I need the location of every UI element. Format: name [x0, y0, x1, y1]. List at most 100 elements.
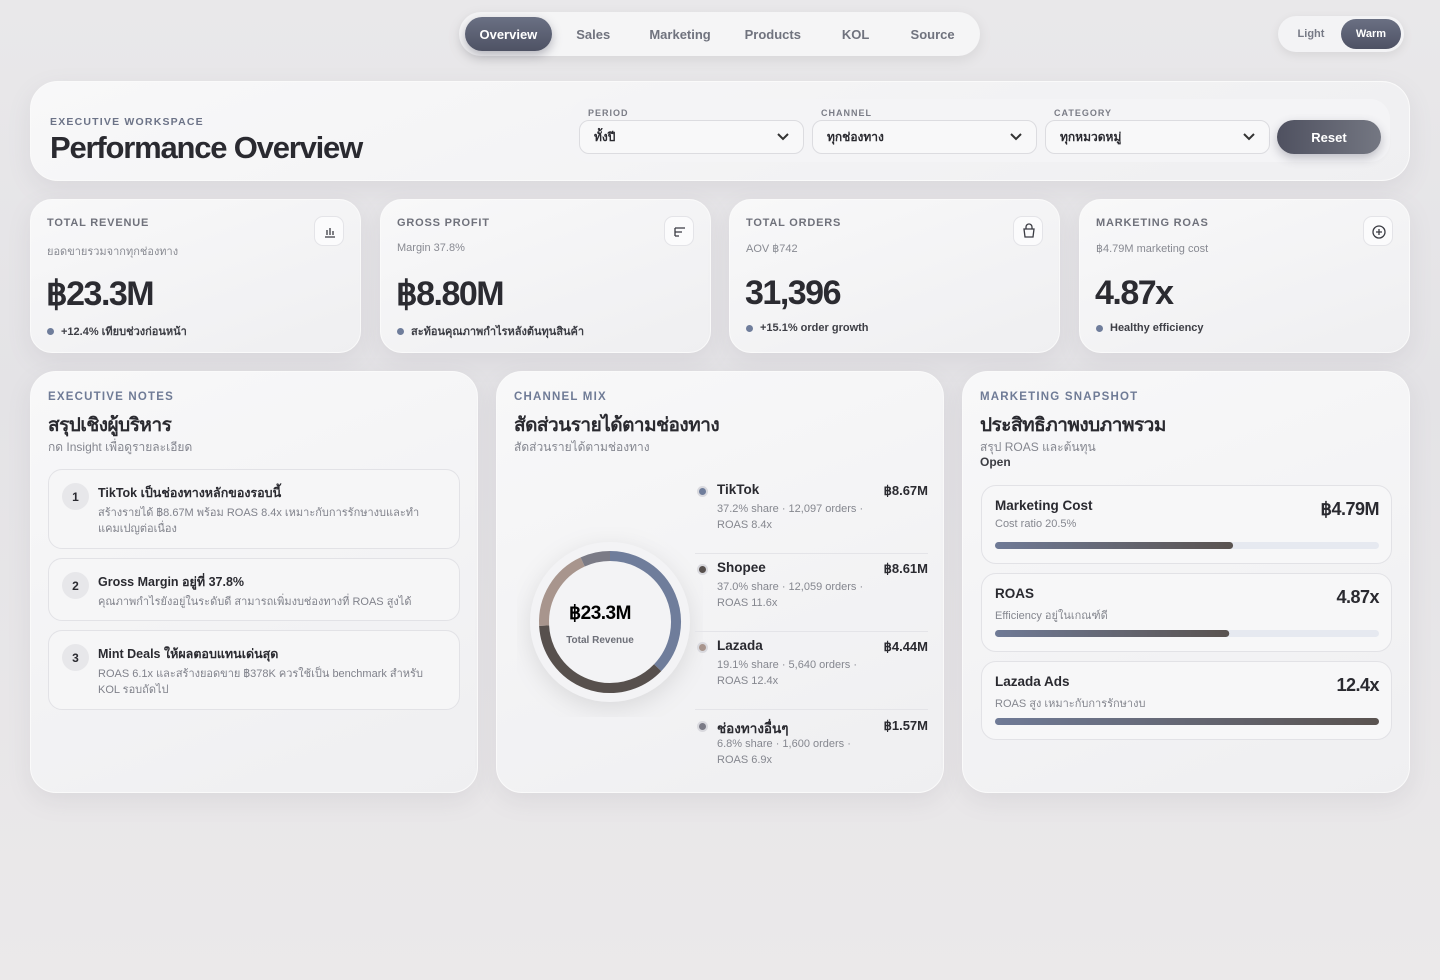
icon: [325, 228, 335, 238]
kpi-value: ฿23.3M: [46, 275, 155, 313]
kpi-card: TOTAL ORDERS AOV ฿742 31,396 +15.1% order g…: [729, 199, 1060, 353]
kpi-label: GROSS PROFIT: [397, 217, 490, 229]
card-title: สรุปเชิงผู้บริหาร: [48, 415, 172, 436]
tab[interactable]: KOL: [841, 26, 870, 42]
kpi-value: 4.87x: [1095, 274, 1174, 312]
metric-item: ROAS Efficiency อยู่ในเกณฑ์ดี 4.87x: [981, 573, 1392, 652]
icon-button[interactable]: [1013, 216, 1043, 246]
filter-select[interactable]: ทั้งปี: [579, 120, 804, 154]
theme-option[interactable]: Warm: [1341, 19, 1401, 49]
kpi-card: TOTAL REVENUE ยอดขายรวมจากทุกช่องทาง ฿23.3…: [30, 199, 361, 353]
filter-value: ทั้งปี: [594, 129, 616, 144]
theme-option[interactable]: Light: [1297, 28, 1325, 40]
metric-sub: Cost ratio 20.5%: [995, 518, 1077, 530]
eyebrow: MARKETING SNAPSHOT: [980, 391, 1139, 403]
metric-name: ROAS: [995, 586, 1035, 601]
progress-fill: [995, 542, 1234, 549]
kpi-sub: ฿4.79M marketing cost: [1096, 243, 1209, 255]
note-text: ROAS 6.1x และสร้างยอดขาย ฿378K ควรใช้เป็…: [98, 668, 423, 696]
note-number: 1: [62, 483, 89, 510]
kpi-note-text: +12.4% เทียบช่วงก่อนหน้า: [61, 326, 187, 338]
metric-value: 4.87x: [1336, 587, 1379, 607]
donut-segment: [539, 557, 585, 626]
legend-dot: [697, 564, 708, 575]
legend-dot: [697, 721, 708, 732]
eyebrow: CHANNEL MIX: [514, 391, 607, 403]
icon-path: [325, 228, 335, 238]
note-item[interactable]: 1 TikTok เป็นช่องทางหลักของรอบนี้สร้างราย…: [48, 469, 460, 549]
chevron: [777, 133, 789, 141]
note-item[interactable]: 2 Gross Margin อยู่ที่ 37.8% คุณภาพกำไรยัง…: [48, 558, 460, 621]
bullet: [746, 324, 753, 332]
channel-name: Shopee: [717, 560, 766, 575]
channel-row: TikTok ฿8.67M 37.2% share · 12,097 orders …: [695, 476, 928, 554]
metric-name: Marketing Cost: [995, 498, 1093, 513]
donut-segment: [580, 551, 611, 567]
filter-label: CHANNEL: [821, 108, 872, 118]
metric-value: 12.4x: [1336, 675, 1379, 695]
tab[interactable]: Products: [744, 26, 801, 42]
bullet: [1096, 324, 1103, 332]
icon: [1372, 225, 1386, 239]
metric-item: Lazada Ads ROAS สูง เหมาะกับการรักษางบ 12.…: [981, 661, 1392, 740]
note-item[interactable]: 3 Mint Deals ให้ผลตอบแทนเด่นสุด ROAS 6.1x …: [48, 630, 460, 710]
progress: [995, 718, 1379, 725]
kpi-card: MARKETING ROAS ฿4.79M marketing cost 4.87x…: [1079, 199, 1410, 353]
filter-select[interactable]: ทุกหมวดหมู่: [1045, 120, 1270, 154]
status[interactable]: Open: [980, 455, 1011, 469]
progress: [995, 630, 1379, 637]
filter-select[interactable]: ทุกช่องทาง: [812, 120, 1037, 154]
filter-value: ทุกช่องทาง: [827, 129, 884, 144]
card-title: ประสิทธิภาพงบภาพรวม: [980, 415, 1166, 436]
metric-name: Lazada Ads: [995, 674, 1070, 689]
channel-value: ฿4.44M: [883, 639, 928, 654]
tab[interactable]: Source: [910, 26, 955, 42]
note-title: TikTok เป็นช่องทางหลักของรอบนี้: [98, 486, 282, 500]
channel-detail: 19.1% share · 5,640 orders · ROAS 12.4x: [717, 659, 858, 687]
channel-row: Lazada ฿4.44M 19.1% share · 5,640 orders ·…: [695, 632, 928, 710]
icon-button[interactable]: [664, 216, 694, 246]
note-text: สร้างรายได้ ฿8.67M พร้อม ROAS 8.4x เหมาะ…: [98, 507, 420, 535]
donut-segment: [539, 625, 662, 693]
page-title: Performance Overview: [50, 130, 363, 165]
progress: [995, 542, 1379, 549]
channel-name: Lazada: [717, 638, 763, 653]
tab[interactable]: Overview: [465, 17, 552, 51]
legend-dot: [697, 486, 708, 497]
kpi-sub: AOV ฿742: [746, 243, 798, 255]
channel-row: ช่องทางอื่นๆ ฿1.57M 6.8% share · 1,600 ord…: [695, 711, 928, 789]
kpi-note-text: สะท้อนคุณภาพกำไรหลังต้นทุนสินค้า: [411, 326, 585, 338]
marketing-card: MARKETING SNAPSHOT ประสิทธิภาพงบภาพรวม ส…: [962, 371, 1410, 793]
note-number: 3: [62, 644, 89, 671]
channel-row: Shopee ฿8.61M 37.0% share · 12,059 orders …: [695, 554, 928, 632]
channel-detail: 37.2% share · 12,097 orders · ROAS 8.4x: [717, 503, 864, 531]
notes-card: EXECUTIVE NOTES สรุปเชิงผู้บริหาร กด Ins…: [30, 371, 478, 793]
bullet: [397, 327, 404, 335]
donut-chart: ฿23.3M Total Revenue: [530, 542, 690, 702]
progress-fill: [995, 718, 1379, 725]
channel-detail: 37.0% share · 12,059 orders · ROAS 11.6x: [717, 581, 864, 609]
progress-fill: [995, 630, 1230, 637]
eyebrow: EXECUTIVE NOTES: [48, 391, 174, 403]
nav-tabs: Overview Sales Marketing Products KOL So…: [459, 12, 980, 56]
chevron: [1010, 133, 1022, 141]
icon: [674, 227, 685, 237]
donut-base: [530, 542, 690, 702]
note-number: 2: [62, 572, 89, 599]
kpi-card: GROSS PROFIT Margin 37.8% ฿8.80M สะท้อนคุณภ…: [380, 199, 711, 353]
kpi-note: +15.1% order growth: [746, 322, 869, 334]
tab[interactable]: Sales: [576, 26, 611, 42]
metric-item: Marketing Cost Cost ratio 20.5% ฿4.79M: [981, 485, 1392, 564]
tab[interactable]: Marketing: [649, 26, 711, 42]
channel-detail: 6.8% share · 1,600 orders · ROAS 6.9x: [717, 738, 851, 766]
kpi-label: MARKETING ROAS: [1096, 217, 1209, 229]
filters: PERIOD ทั้งปี CHANNEL ทุกช่องทาง CATEGOR…: [570, 99, 1390, 162]
icon: [1023, 223, 1035, 238]
icon-button[interactable]: [1363, 216, 1393, 246]
icon-button[interactable]: [314, 216, 344, 246]
icon-path: [1372, 225, 1386, 239]
kpi-note: +12.4% เทียบช่วงก่อนหน้า: [47, 322, 187, 340]
channel-value: ฿8.61M: [883, 561, 928, 576]
reset-button[interactable]: Reset: [1277, 120, 1381, 154]
